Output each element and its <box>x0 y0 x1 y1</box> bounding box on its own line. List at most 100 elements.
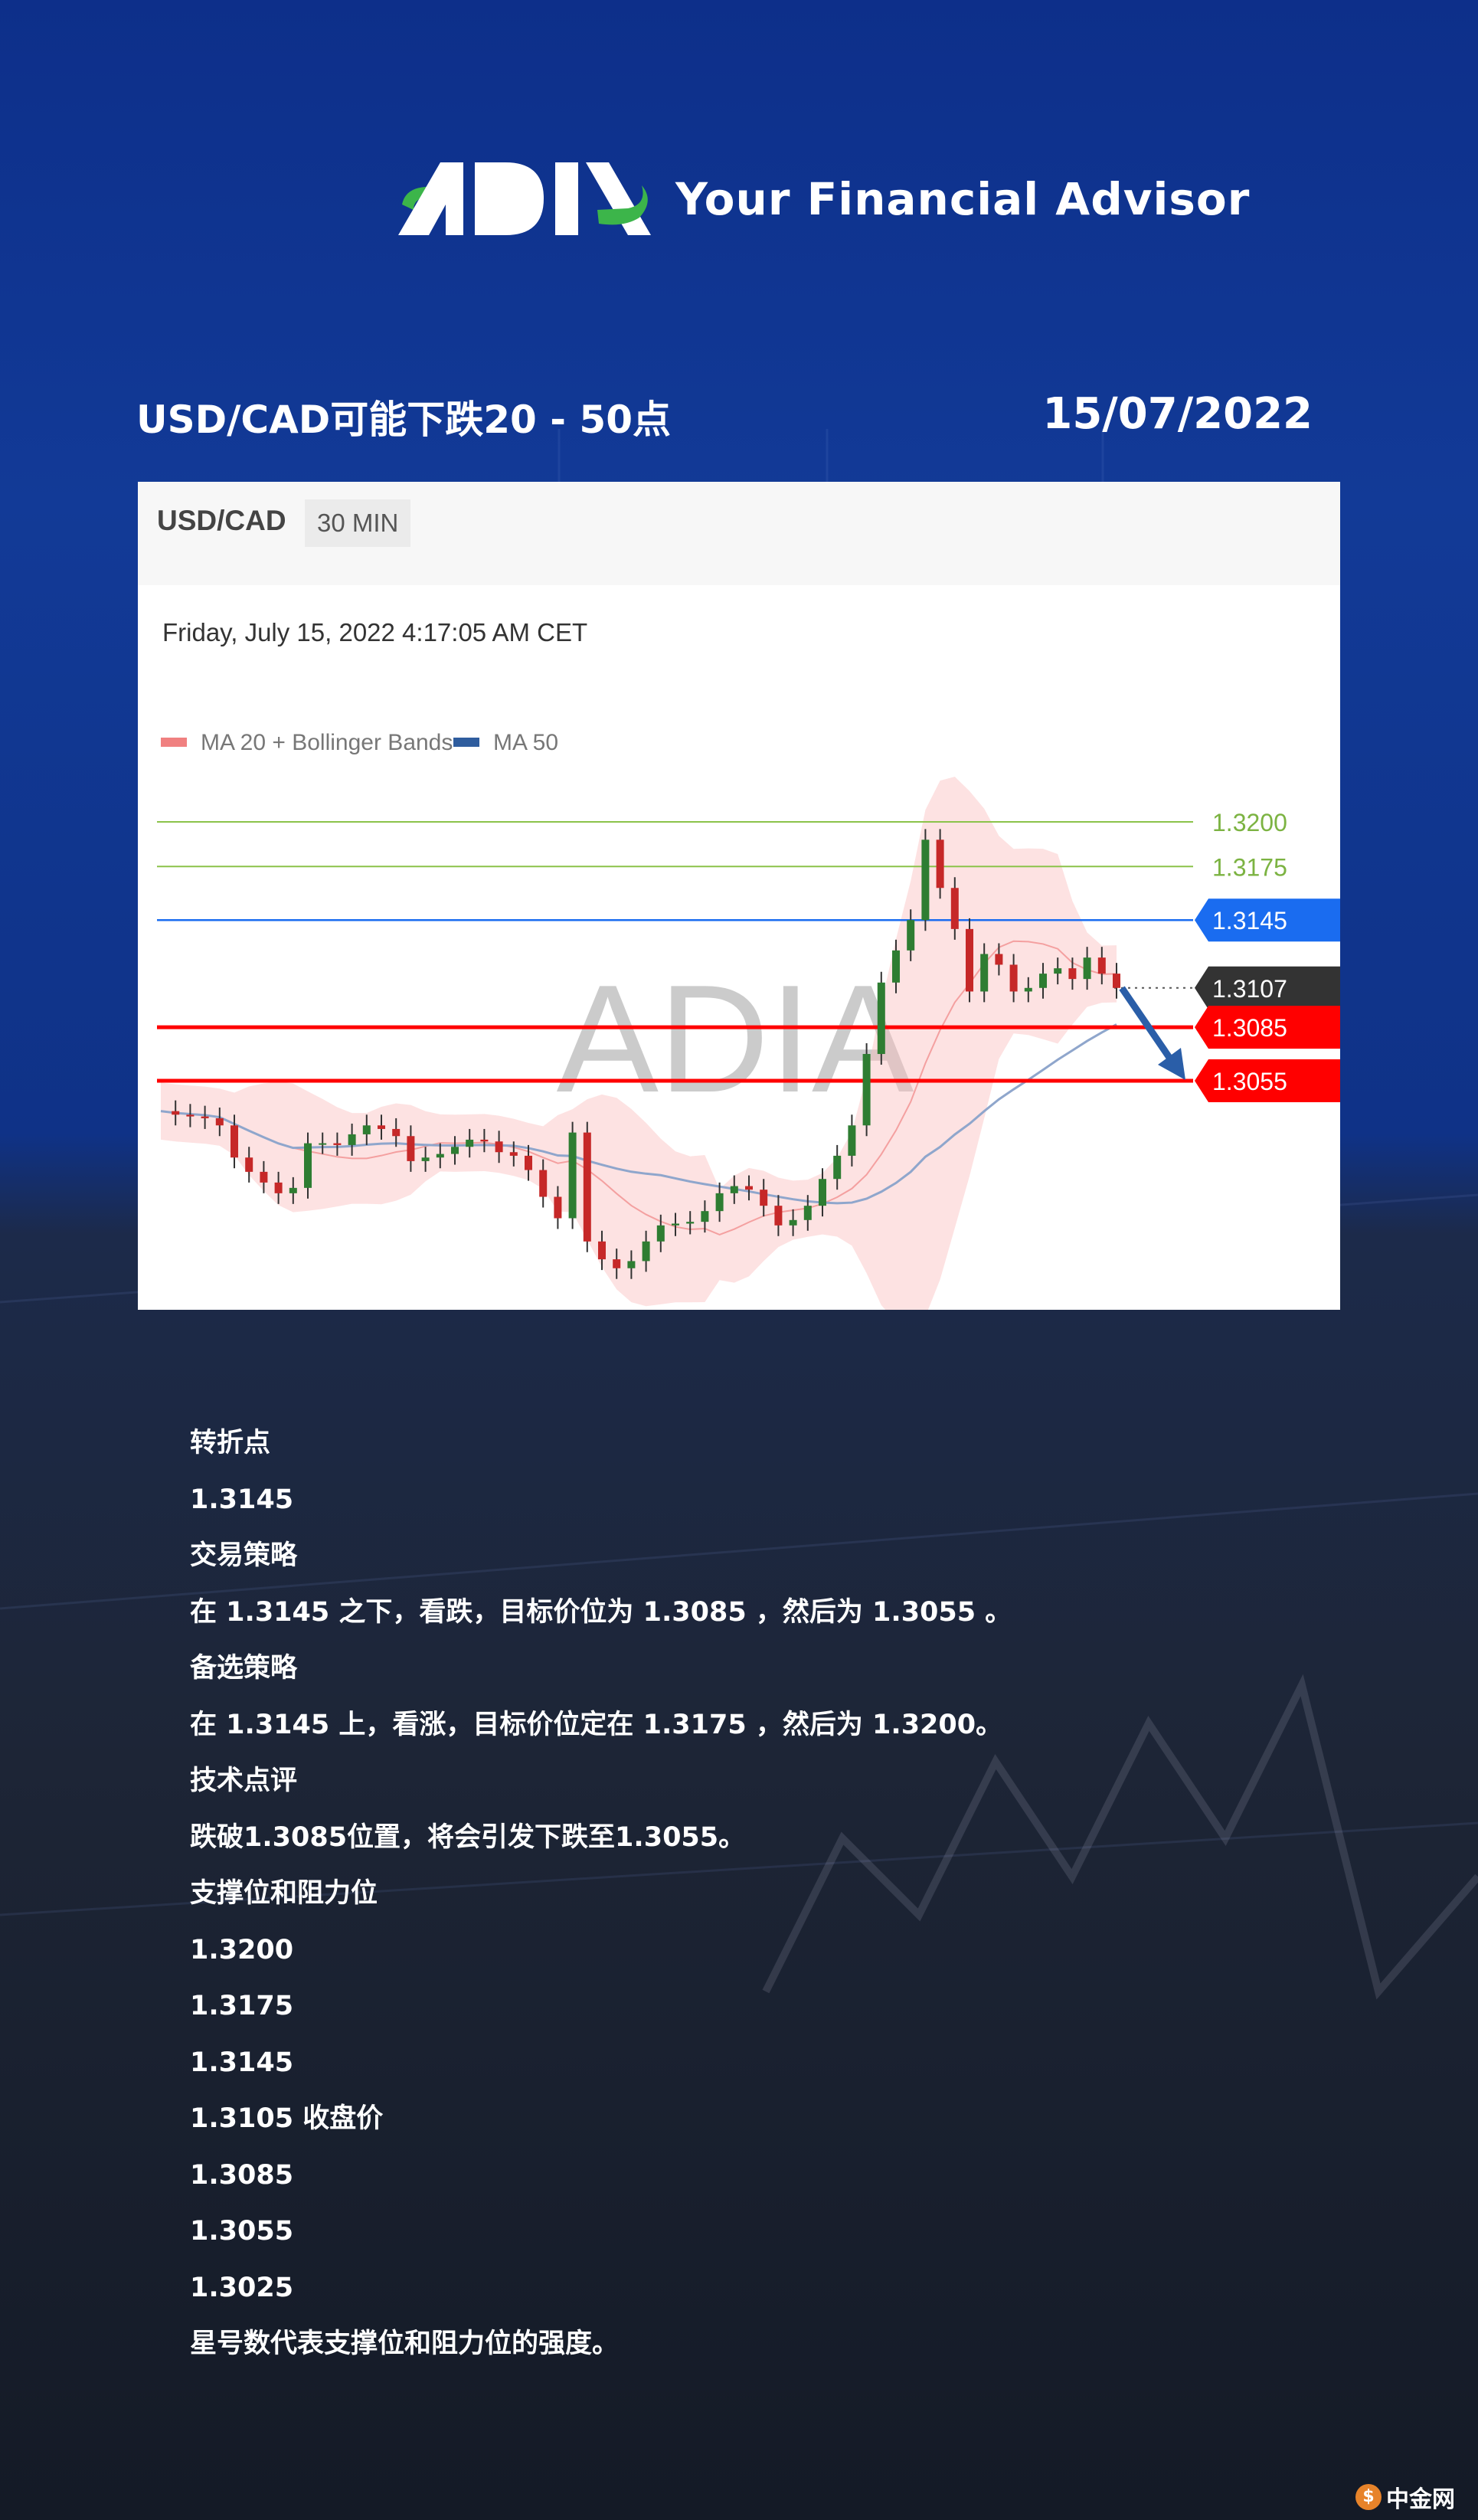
candle <box>451 1147 459 1154</box>
candle <box>950 888 959 929</box>
candle <box>789 1219 797 1226</box>
level-label: 1.3085 <box>1212 1014 1287 1042</box>
level-tag <box>1195 1006 1340 1049</box>
candle <box>686 1222 695 1224</box>
candle <box>348 1134 356 1145</box>
candle <box>1024 987 1032 992</box>
candle <box>760 1190 768 1206</box>
note-line: 1.3145 <box>190 2047 294 2078</box>
note-line: 1.3145 <box>190 1484 294 1515</box>
candle <box>436 1154 444 1158</box>
candle <box>774 1206 783 1226</box>
chart-watermark: ADIA <box>557 954 914 1124</box>
level-label: 1.3145 <box>1212 907 1287 934</box>
level-tag <box>1195 898 1340 942</box>
symbol-label: USD/CAD <box>157 505 286 536</box>
watermark-text: 中金网 <box>1386 2486 1455 2513</box>
candle <box>819 1179 826 1206</box>
candle <box>862 1054 871 1126</box>
candle <box>613 1259 621 1268</box>
candle <box>701 1211 709 1222</box>
candle <box>715 1193 724 1212</box>
candle <box>392 1128 401 1137</box>
candle <box>672 1223 679 1226</box>
candle <box>730 1186 738 1193</box>
candle <box>656 1225 665 1242</box>
candle <box>848 1125 856 1156</box>
legend-label: MA 20 + Bollinger Bands <box>201 730 453 755</box>
note-line: 1.3085 <box>190 2159 294 2191</box>
down-arrow-icon <box>1119 986 1176 1065</box>
level-label: 1.3175 <box>1212 853 1287 881</box>
candle <box>186 1114 195 1117</box>
candle <box>803 1206 812 1220</box>
candle <box>289 1187 297 1193</box>
note-line: 技术点评 <box>190 1766 298 1796</box>
candle <box>877 982 885 1055</box>
candle <box>966 928 973 992</box>
candle <box>466 1139 474 1147</box>
candle <box>231 1125 238 1158</box>
candle <box>598 1241 606 1260</box>
candle <box>833 1155 842 1180</box>
candle <box>642 1241 650 1262</box>
note-line: 星号数代表支撑位和阻力位的强度。 <box>190 2329 620 2359</box>
candle <box>260 1171 268 1183</box>
candle <box>936 839 944 889</box>
candle <box>319 1143 327 1145</box>
candle <box>568 1132 577 1219</box>
legend-swatch <box>453 738 479 747</box>
price-chart: ADIA MA 20 + Bollinger Bands MA 50 1.3200… <box>157 730 1340 1310</box>
candle <box>480 1139 489 1142</box>
chart-card: USD/CAD 30 MIN Friday, July 15, 2022 4:1… <box>138 482 1340 1310</box>
candle <box>583 1132 591 1242</box>
candle <box>172 1111 180 1115</box>
candle <box>1097 957 1106 974</box>
candle <box>627 1261 636 1268</box>
candle <box>554 1196 562 1219</box>
legend-swatch <box>161 738 187 747</box>
candle <box>1083 957 1091 980</box>
legend-label: MA 50 <box>493 730 558 755</box>
candle <box>333 1143 342 1145</box>
level-label: 1.3055 <box>1212 1068 1287 1095</box>
note-line: 1.3055 <box>190 2216 294 2247</box>
candle <box>907 920 915 951</box>
candle <box>421 1157 430 1161</box>
note-line: 1.3025 <box>190 2272 294 2303</box>
adia-logo-icon <box>398 162 651 235</box>
candle <box>1068 968 1077 980</box>
candle <box>495 1141 503 1153</box>
page-title: USD/CAD可能下跌20 - 50点 <box>136 398 671 442</box>
tagline: Your Financial Advisor <box>675 172 1251 225</box>
brand-logo: Your Financial Advisor <box>398 162 1250 235</box>
candle <box>1054 968 1062 974</box>
note-line: 在 1.3145 上，看涨，目标价位定在 1.3175 ，然后为 1.3200。 <box>190 1709 1003 1740</box>
candle <box>745 1186 753 1190</box>
candle <box>509 1152 518 1156</box>
source-watermark: $ 中金网 <box>1355 2480 1455 2514</box>
cngold-logo-icon: $ <box>1355 2484 1382 2510</box>
bollinger-band <box>161 777 1117 1310</box>
candle <box>892 950 900 983</box>
candle <box>378 1125 385 1129</box>
down-arrow-icon <box>1158 1048 1185 1080</box>
candle <box>980 954 989 992</box>
candle <box>407 1136 415 1161</box>
candle <box>539 1170 548 1197</box>
level-label: 1.3200 <box>1212 809 1287 836</box>
note-line: 支撑位和阻力位 <box>190 1878 378 1909</box>
analysis-notes: 转折点 1.3145 交易策略在 1.3145 之下，看跌，目标价位为 1.3085… <box>190 1415 1012 2373</box>
note-line: 在 1.3145 之下，看跌，目标价位为 1.3085 ，然后为 1.3055 … <box>190 1596 1012 1628</box>
note-line: 1.3175 <box>190 1991 294 2021</box>
level-tag <box>1195 1059 1340 1102</box>
candle <box>1039 974 1047 988</box>
timeframe-badge[interactable]: 30 MIN <box>305 499 411 547</box>
note-line: 1.3200 <box>190 1934 294 1965</box>
candle <box>304 1143 312 1188</box>
candle <box>215 1118 224 1126</box>
note-line: 1.3105 收盘价 <box>190 2103 384 2134</box>
level-label: 1.3107 <box>1212 975 1287 1003</box>
candle <box>362 1125 371 1134</box>
ma50-line <box>160 1023 1117 1205</box>
